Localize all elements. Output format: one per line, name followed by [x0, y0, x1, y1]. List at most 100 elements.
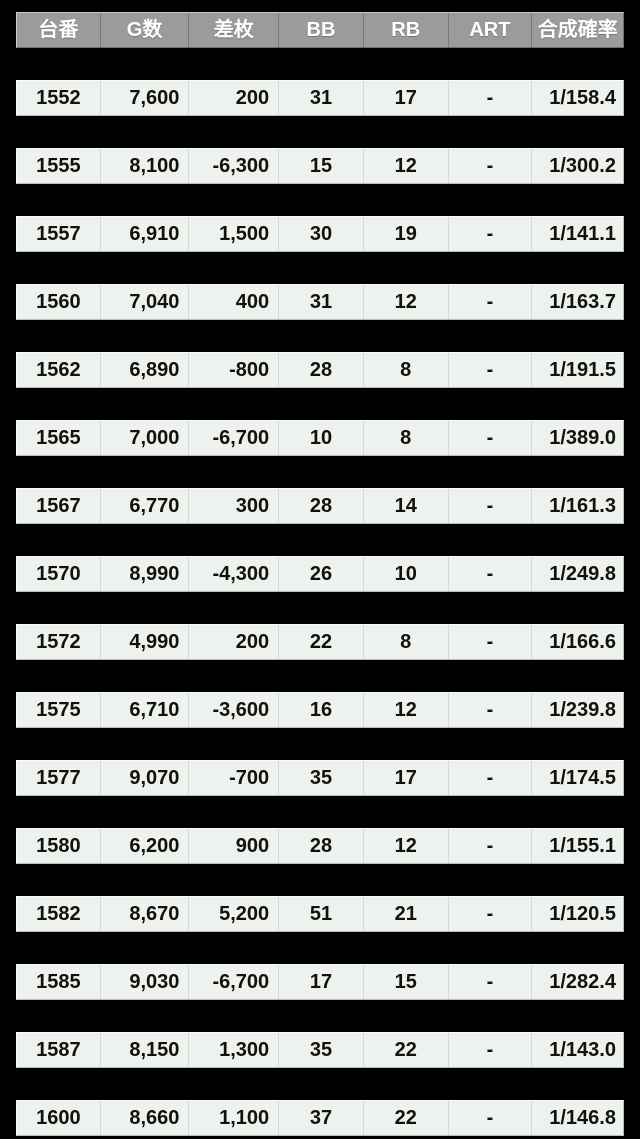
cell-gsuu: 6,200: [101, 829, 190, 863]
cell-gsuu: 7,000: [101, 421, 190, 455]
cell-art: -: [449, 965, 533, 999]
cell-daiban: 1560: [17, 285, 101, 319]
cell-art: -: [449, 81, 533, 115]
cell-rb: 14: [364, 489, 449, 523]
cell-bb: 28: [279, 353, 364, 387]
cell-art: -: [449, 353, 533, 387]
cell-prob: 1/174.5: [549, 767, 616, 789]
cell-art: -: [449, 217, 533, 251]
cell-saimai: 400: [189, 285, 280, 319]
cell-art: -: [449, 625, 533, 659]
cell-rb: 17: [364, 761, 449, 795]
cell-prob: 1/120.5: [549, 903, 616, 925]
table-row[interactable]: 1570 8,990 -4,300 26 10-1/249.8: [16, 556, 624, 592]
cell-saimai: 200: [189, 81, 280, 115]
table-row[interactable]: 1577 9,070 -700 35 17-1/174.5: [16, 760, 624, 796]
cell-prob: 1/389.0: [549, 427, 616, 449]
table-row[interactable]: 1585 9,030 -6,700 17 15-1/282.4: [16, 964, 624, 1000]
cell-saimai: -3,600: [189, 693, 280, 727]
cell-prob: 1/163.7: [549, 291, 616, 313]
cell-prob: 1/282.4: [549, 971, 616, 993]
cell-prob: 1/161.3: [549, 495, 616, 517]
cell-daiban: 1555: [17, 149, 101, 183]
cell-rb: 21: [364, 897, 449, 931]
cell-daiban: 1552: [17, 81, 101, 115]
table-row[interactable]: 1557 6,910 1,500 30 19-1/141.1: [16, 216, 624, 252]
table-row[interactable]: 1572 4,990 200 22 8-1/166.6: [16, 624, 624, 660]
cell-art: -: [449, 761, 533, 795]
column-header-art: ART: [449, 13, 533, 47]
cell-daiban: 1570: [17, 557, 101, 591]
cell-gsuu: 8,150: [101, 1033, 190, 1067]
table-row[interactable]: 1560 7,040 400 31 12-1/163.7: [16, 284, 624, 320]
cell-rb: 12: [364, 693, 449, 727]
cell-prob: 1/143.0: [549, 1039, 616, 1061]
cell-art: -: [449, 421, 533, 455]
cell-prob: 1/155.1: [549, 835, 616, 857]
cell-gsuu: 6,910: [101, 217, 190, 251]
column-header-rb: RB: [364, 13, 449, 47]
cell-saimai: 200: [189, 625, 280, 659]
cell-art: -: [449, 1101, 533, 1135]
cell-saimai: 1,300: [189, 1033, 280, 1067]
cell-rb: 12: [364, 285, 449, 319]
cell-bb: 35: [279, 761, 364, 795]
cell-saimai: 1,100: [189, 1101, 280, 1135]
cell-art: -: [449, 829, 533, 863]
table-row[interactable]: 1575 6,710 -3,600 16 12-1/239.8: [16, 692, 624, 728]
cell-saimai: 900: [189, 829, 280, 863]
cell-saimai: -6,700: [189, 421, 280, 455]
cell-gsuu: 8,100: [101, 149, 190, 183]
cell-daiban: 1565: [17, 421, 101, 455]
column-header-prob: 合成確率: [537, 19, 618, 41]
cell-prob: 1/191.5: [549, 359, 616, 381]
cell-prob: 1/146.8: [549, 1107, 616, 1129]
table-row[interactable]: 1552 7,600 200 31 17-1/158.4: [16, 80, 624, 116]
cell-saimai: -700: [189, 761, 280, 795]
cell-gsuu: 9,030: [101, 965, 190, 999]
cell-bb: 37: [279, 1101, 364, 1135]
cell-saimai: 1,500: [189, 217, 280, 251]
cell-bb: 31: [279, 285, 364, 319]
cell-art: -: [449, 693, 533, 727]
cell-rb: 8: [364, 625, 449, 659]
cell-daiban: 1575: [17, 693, 101, 727]
table-row[interactable]: 1565 7,000 -6,700 10 8-1/389.0: [16, 420, 624, 456]
cell-gsuu: 8,670: [101, 897, 190, 931]
cell-bb: 28: [279, 829, 364, 863]
cell-rb: 10: [364, 557, 449, 591]
cell-prob: 1/158.4: [549, 87, 616, 109]
cell-bb: 26: [279, 557, 364, 591]
table-row[interactable]: 1582 8,670 5,200 51 21-1/120.5: [16, 896, 624, 932]
table-row[interactable]: 1600 8,660 1,100 37 22-1/146.8: [16, 1100, 624, 1136]
cell-bb: 17: [279, 965, 364, 999]
cell-saimai: -6,700: [189, 965, 280, 999]
column-header-daiban: 台番: [17, 13, 101, 47]
cell-daiban: 1567: [17, 489, 101, 523]
cell-rb: 8: [364, 421, 449, 455]
cell-art: -: [449, 557, 533, 591]
column-header-bb: BB: [279, 13, 364, 47]
cell-saimai: -800: [189, 353, 280, 387]
cell-daiban: 1557: [17, 217, 101, 251]
cell-bb: 15: [279, 149, 364, 183]
cell-bb: 35: [279, 1033, 364, 1067]
cell-daiban: 1580: [17, 829, 101, 863]
table-row[interactable]: 1580 6,200 900 28 12-1/155.1: [16, 828, 624, 864]
cell-prob: 1/166.6: [549, 631, 616, 653]
cell-rb: 22: [364, 1033, 449, 1067]
column-header-saimai: 差枚: [189, 13, 280, 47]
cell-rb: 19: [364, 217, 449, 251]
cell-rb: 15: [364, 965, 449, 999]
cell-gsuu: 6,710: [101, 693, 190, 727]
table-row[interactable]: 1555 8,100 -6,300 15 12-1/300.2: [16, 148, 624, 184]
cell-daiban: 1562: [17, 353, 101, 387]
table-row[interactable]: 1562 6,890 -800 28 8-1/191.5: [16, 352, 624, 388]
table-row[interactable]: 1587 8,150 1,300 35 22-1/143.0: [16, 1032, 624, 1068]
cell-prob: 1/249.8: [549, 563, 616, 585]
cell-daiban: 1600: [17, 1101, 101, 1135]
cell-gsuu: 7,040: [101, 285, 190, 319]
cell-bb: 28: [279, 489, 364, 523]
cell-prob: 1/300.2: [549, 155, 616, 177]
table-row[interactable]: 1567 6,770 300 28 14-1/161.3: [16, 488, 624, 524]
